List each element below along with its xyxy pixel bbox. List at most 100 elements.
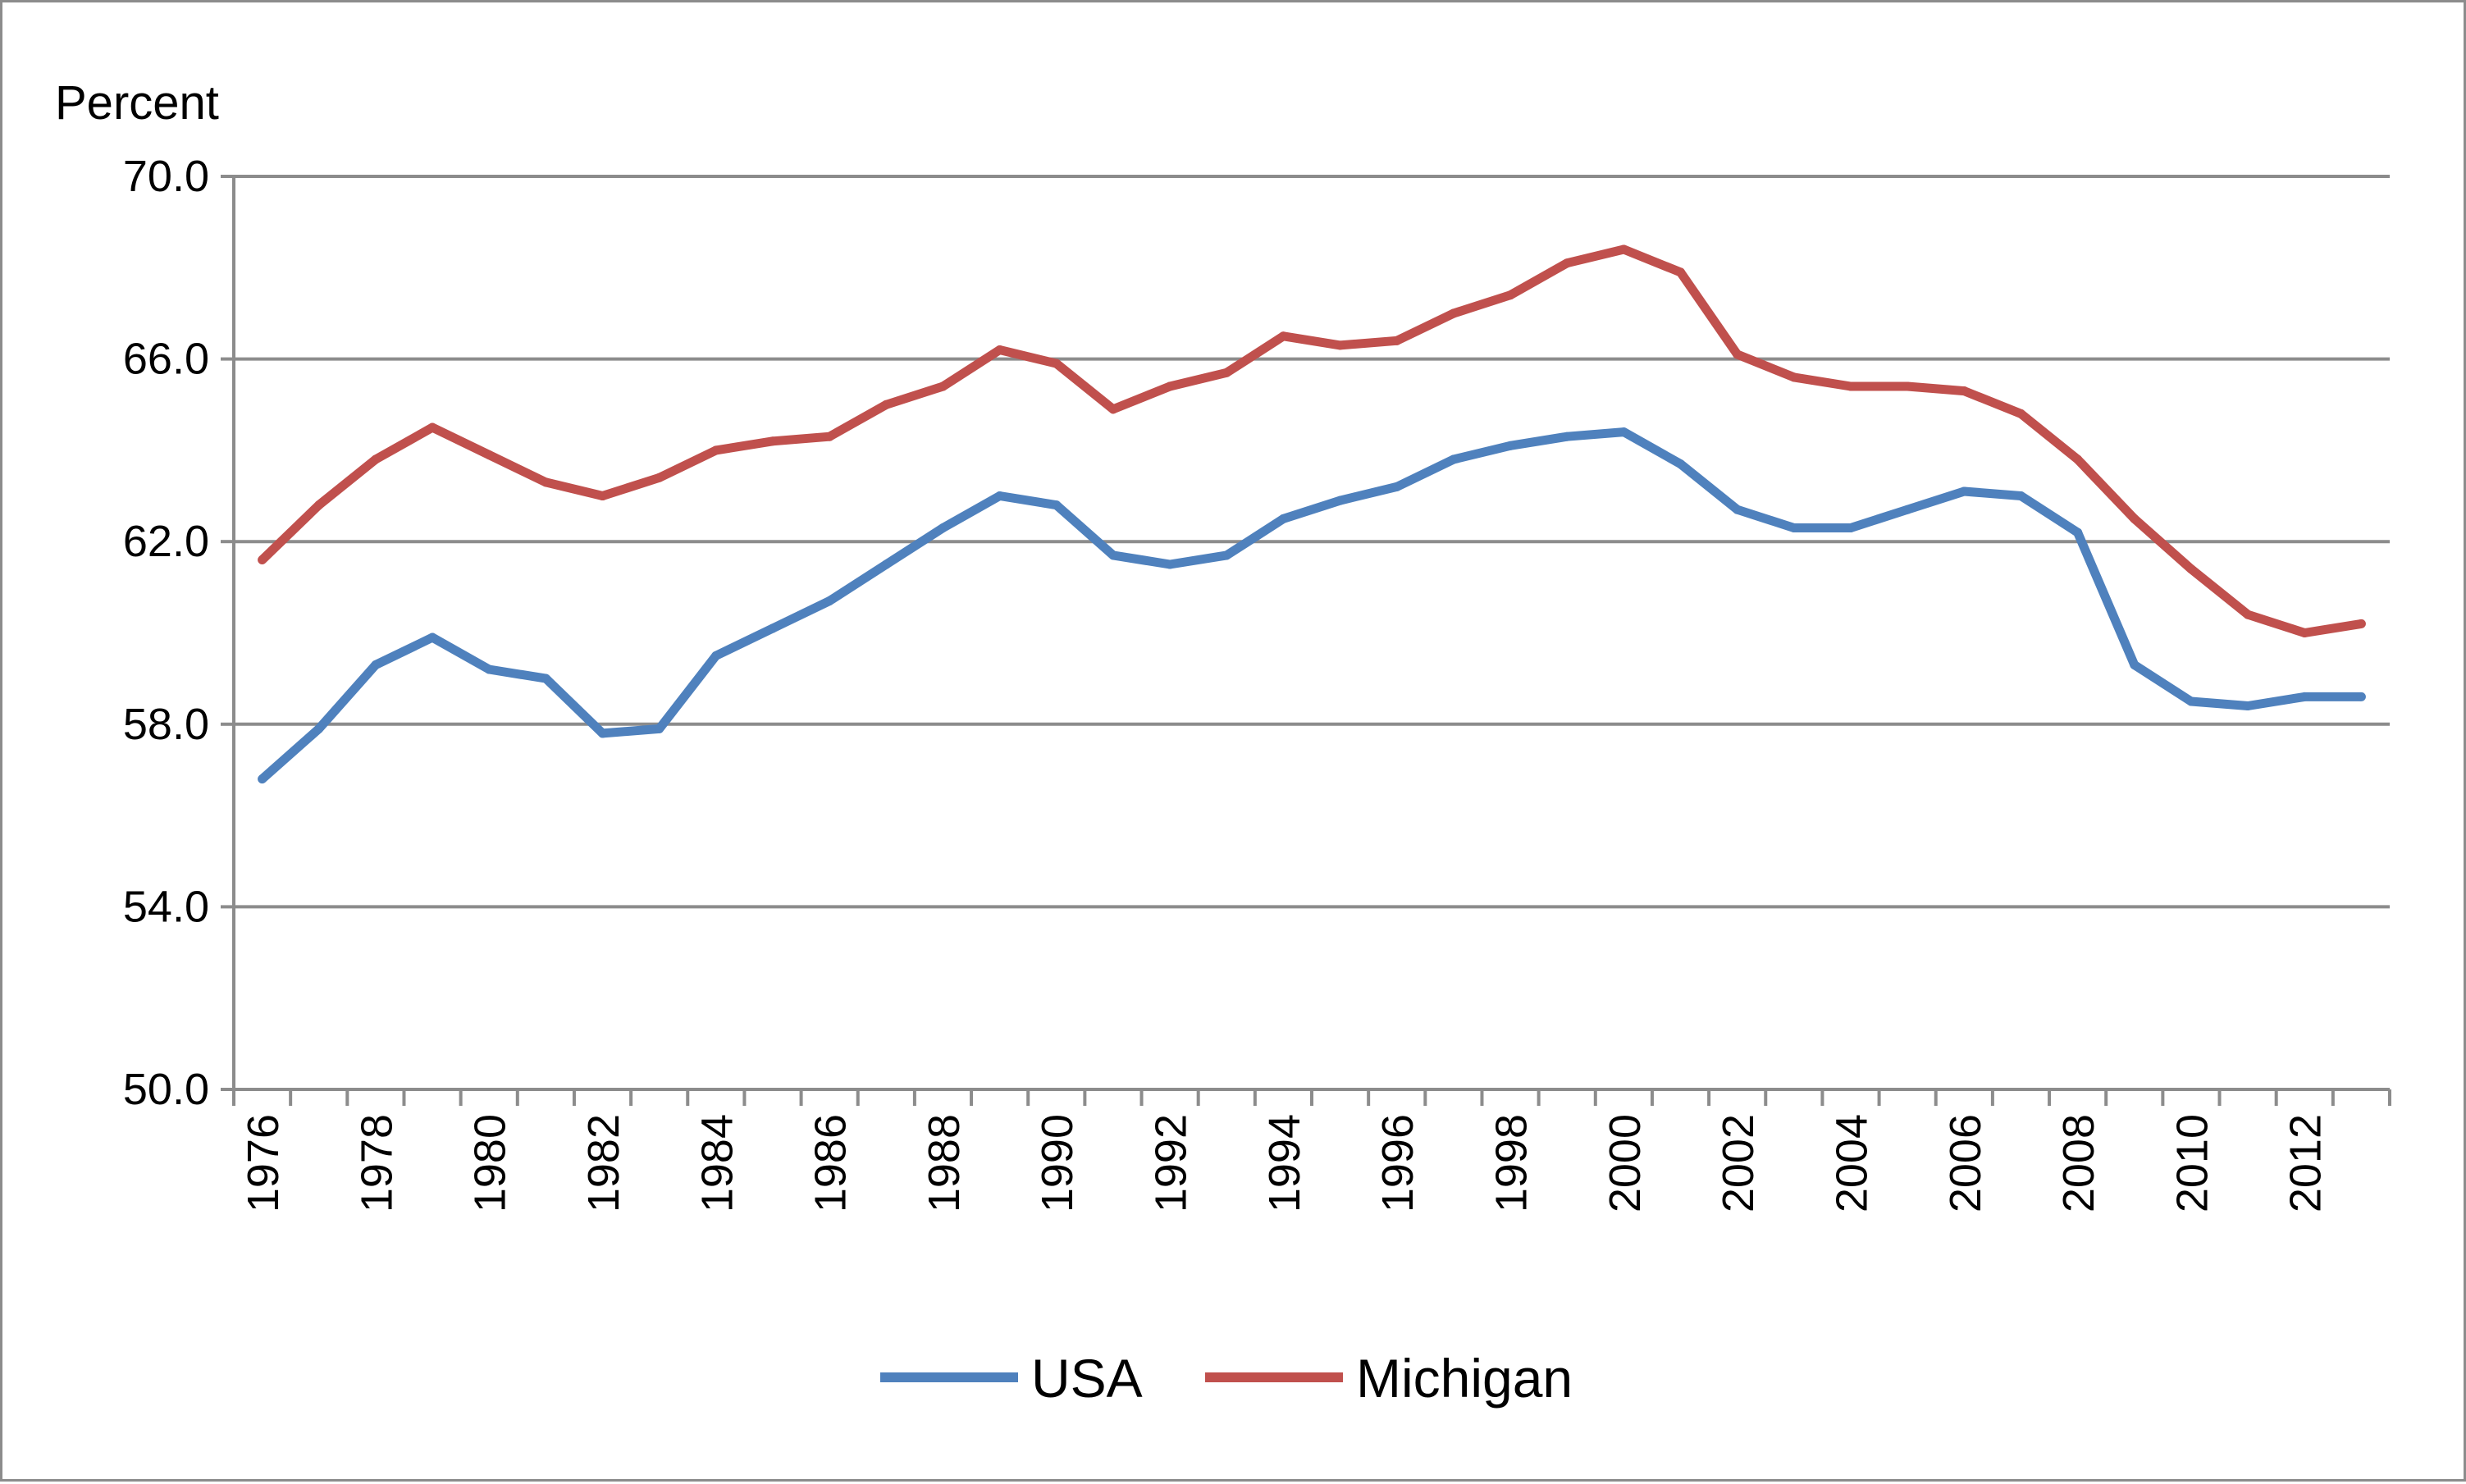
data-point bbox=[655, 724, 664, 733]
data-point bbox=[2299, 692, 2309, 701]
data-point bbox=[314, 500, 324, 510]
series-lines bbox=[258, 244, 2366, 784]
x-tick-label: 1976 bbox=[239, 1114, 288, 1212]
data-point bbox=[995, 491, 1005, 501]
data-point bbox=[995, 345, 1005, 354]
data-point bbox=[2243, 701, 2253, 711]
data-point bbox=[314, 724, 324, 733]
data-point bbox=[598, 491, 608, 501]
x-tick-label: 1990 bbox=[1033, 1114, 1082, 1212]
data-point bbox=[1336, 495, 1345, 505]
x-tick-label: 2008 bbox=[2054, 1114, 2103, 1212]
data-point bbox=[1222, 550, 1231, 560]
data-point bbox=[2243, 610, 2253, 619]
data-point bbox=[1505, 441, 1515, 450]
data-point bbox=[427, 422, 437, 432]
gridlines bbox=[221, 175, 2390, 1091]
data-point bbox=[711, 445, 721, 455]
x-tick-label: 2010 bbox=[2167, 1114, 2217, 1212]
y-tick-label: 66.0 bbox=[123, 335, 209, 384]
data-point bbox=[2299, 628, 2309, 637]
data-point bbox=[2073, 527, 2083, 537]
x-tick-labels: 1976 1978 1980 1982 1984 1986 1988 1990 1992 1994… bbox=[239, 1114, 2331, 1212]
x-tick-marks bbox=[232, 1089, 2391, 1106]
data-point bbox=[1165, 559, 1175, 569]
x-tick-label: 1988 bbox=[920, 1114, 969, 1212]
x-tick-label: 2002 bbox=[1714, 1114, 1763, 1212]
data-point bbox=[1733, 349, 1742, 359]
y-tick-labels: 50.0 54.0 58.0 62.0 66.0 70.0 bbox=[123, 152, 209, 1114]
y-tick-label: 50.0 bbox=[123, 1065, 209, 1114]
x-tick-label: 1980 bbox=[466, 1114, 515, 1212]
data-point bbox=[881, 559, 891, 569]
data-point bbox=[1846, 381, 1856, 391]
data-point bbox=[1846, 523, 1856, 533]
data-point bbox=[655, 473, 664, 482]
data-point bbox=[1278, 514, 1288, 523]
data-point bbox=[484, 450, 494, 459]
data-point bbox=[1676, 459, 1686, 469]
data-point bbox=[371, 454, 381, 464]
data-point bbox=[768, 623, 778, 633]
data-point bbox=[938, 381, 948, 391]
x-tick-label: 1994 bbox=[1260, 1114, 1309, 1212]
data-point bbox=[541, 674, 550, 683]
x-tick-label: 1996 bbox=[1373, 1114, 1423, 1212]
data-point bbox=[1619, 427, 1628, 437]
data-point bbox=[824, 596, 834, 606]
data-point bbox=[1392, 482, 1402, 491]
data-point bbox=[1619, 244, 1628, 254]
data-point bbox=[824, 432, 834, 441]
data-point bbox=[484, 664, 494, 674]
data-point bbox=[1052, 500, 1062, 510]
data-point bbox=[1505, 290, 1515, 300]
data-point bbox=[711, 651, 721, 660]
data-point bbox=[768, 436, 778, 446]
data-point bbox=[1108, 404, 1118, 414]
data-point bbox=[598, 728, 608, 738]
data-point bbox=[2130, 514, 2139, 523]
data-point bbox=[1562, 258, 1572, 268]
data-point bbox=[938, 523, 948, 533]
y-axis-unit-label: Percent bbox=[55, 76, 219, 130]
data-point bbox=[1449, 454, 1459, 464]
x-tick-label: 2012 bbox=[2281, 1114, 2331, 1212]
x-tick-label: 1992 bbox=[1147, 1114, 1196, 1212]
x-tick-label: 1998 bbox=[1486, 1114, 1536, 1212]
data-point bbox=[2073, 454, 2083, 464]
legend: USA Michigan bbox=[880, 1348, 1573, 1409]
x-tick-label: 2000 bbox=[1601, 1114, 1650, 1212]
data-point bbox=[2186, 564, 2196, 574]
data-point bbox=[1392, 336, 1402, 345]
data-point bbox=[1449, 308, 1459, 318]
data-point bbox=[2016, 491, 2025, 501]
data-point bbox=[1278, 331, 1288, 341]
data-point bbox=[2186, 696, 2196, 706]
series-line-usa bbox=[258, 427, 2362, 783]
data-point bbox=[1733, 505, 1742, 514]
data-point bbox=[1902, 381, 1912, 391]
data-point bbox=[2130, 660, 2139, 669]
data-point bbox=[1789, 523, 1799, 533]
series-line-michigan bbox=[258, 244, 2363, 637]
data-point bbox=[2356, 692, 2366, 701]
data-point bbox=[881, 400, 891, 409]
data-point bbox=[371, 660, 381, 669]
data-point bbox=[1165, 381, 1175, 391]
y-tick-label: 62.0 bbox=[123, 517, 209, 566]
data-point bbox=[1222, 368, 1231, 377]
x-tick-label: 2006 bbox=[1941, 1114, 1990, 1212]
data-point bbox=[427, 632, 437, 642]
data-point bbox=[1959, 386, 1969, 396]
x-tick-label: 1986 bbox=[806, 1114, 856, 1212]
y-tick-label: 54.0 bbox=[123, 882, 209, 931]
legend-label-michigan: Michigan bbox=[1356, 1348, 1573, 1409]
data-point bbox=[1108, 550, 1118, 560]
data-point bbox=[1336, 340, 1345, 350]
x-tick-label: 2004 bbox=[1827, 1114, 1876, 1212]
data-point bbox=[258, 555, 267, 564]
data-point bbox=[1052, 358, 1062, 368]
data-point bbox=[1789, 372, 1799, 382]
